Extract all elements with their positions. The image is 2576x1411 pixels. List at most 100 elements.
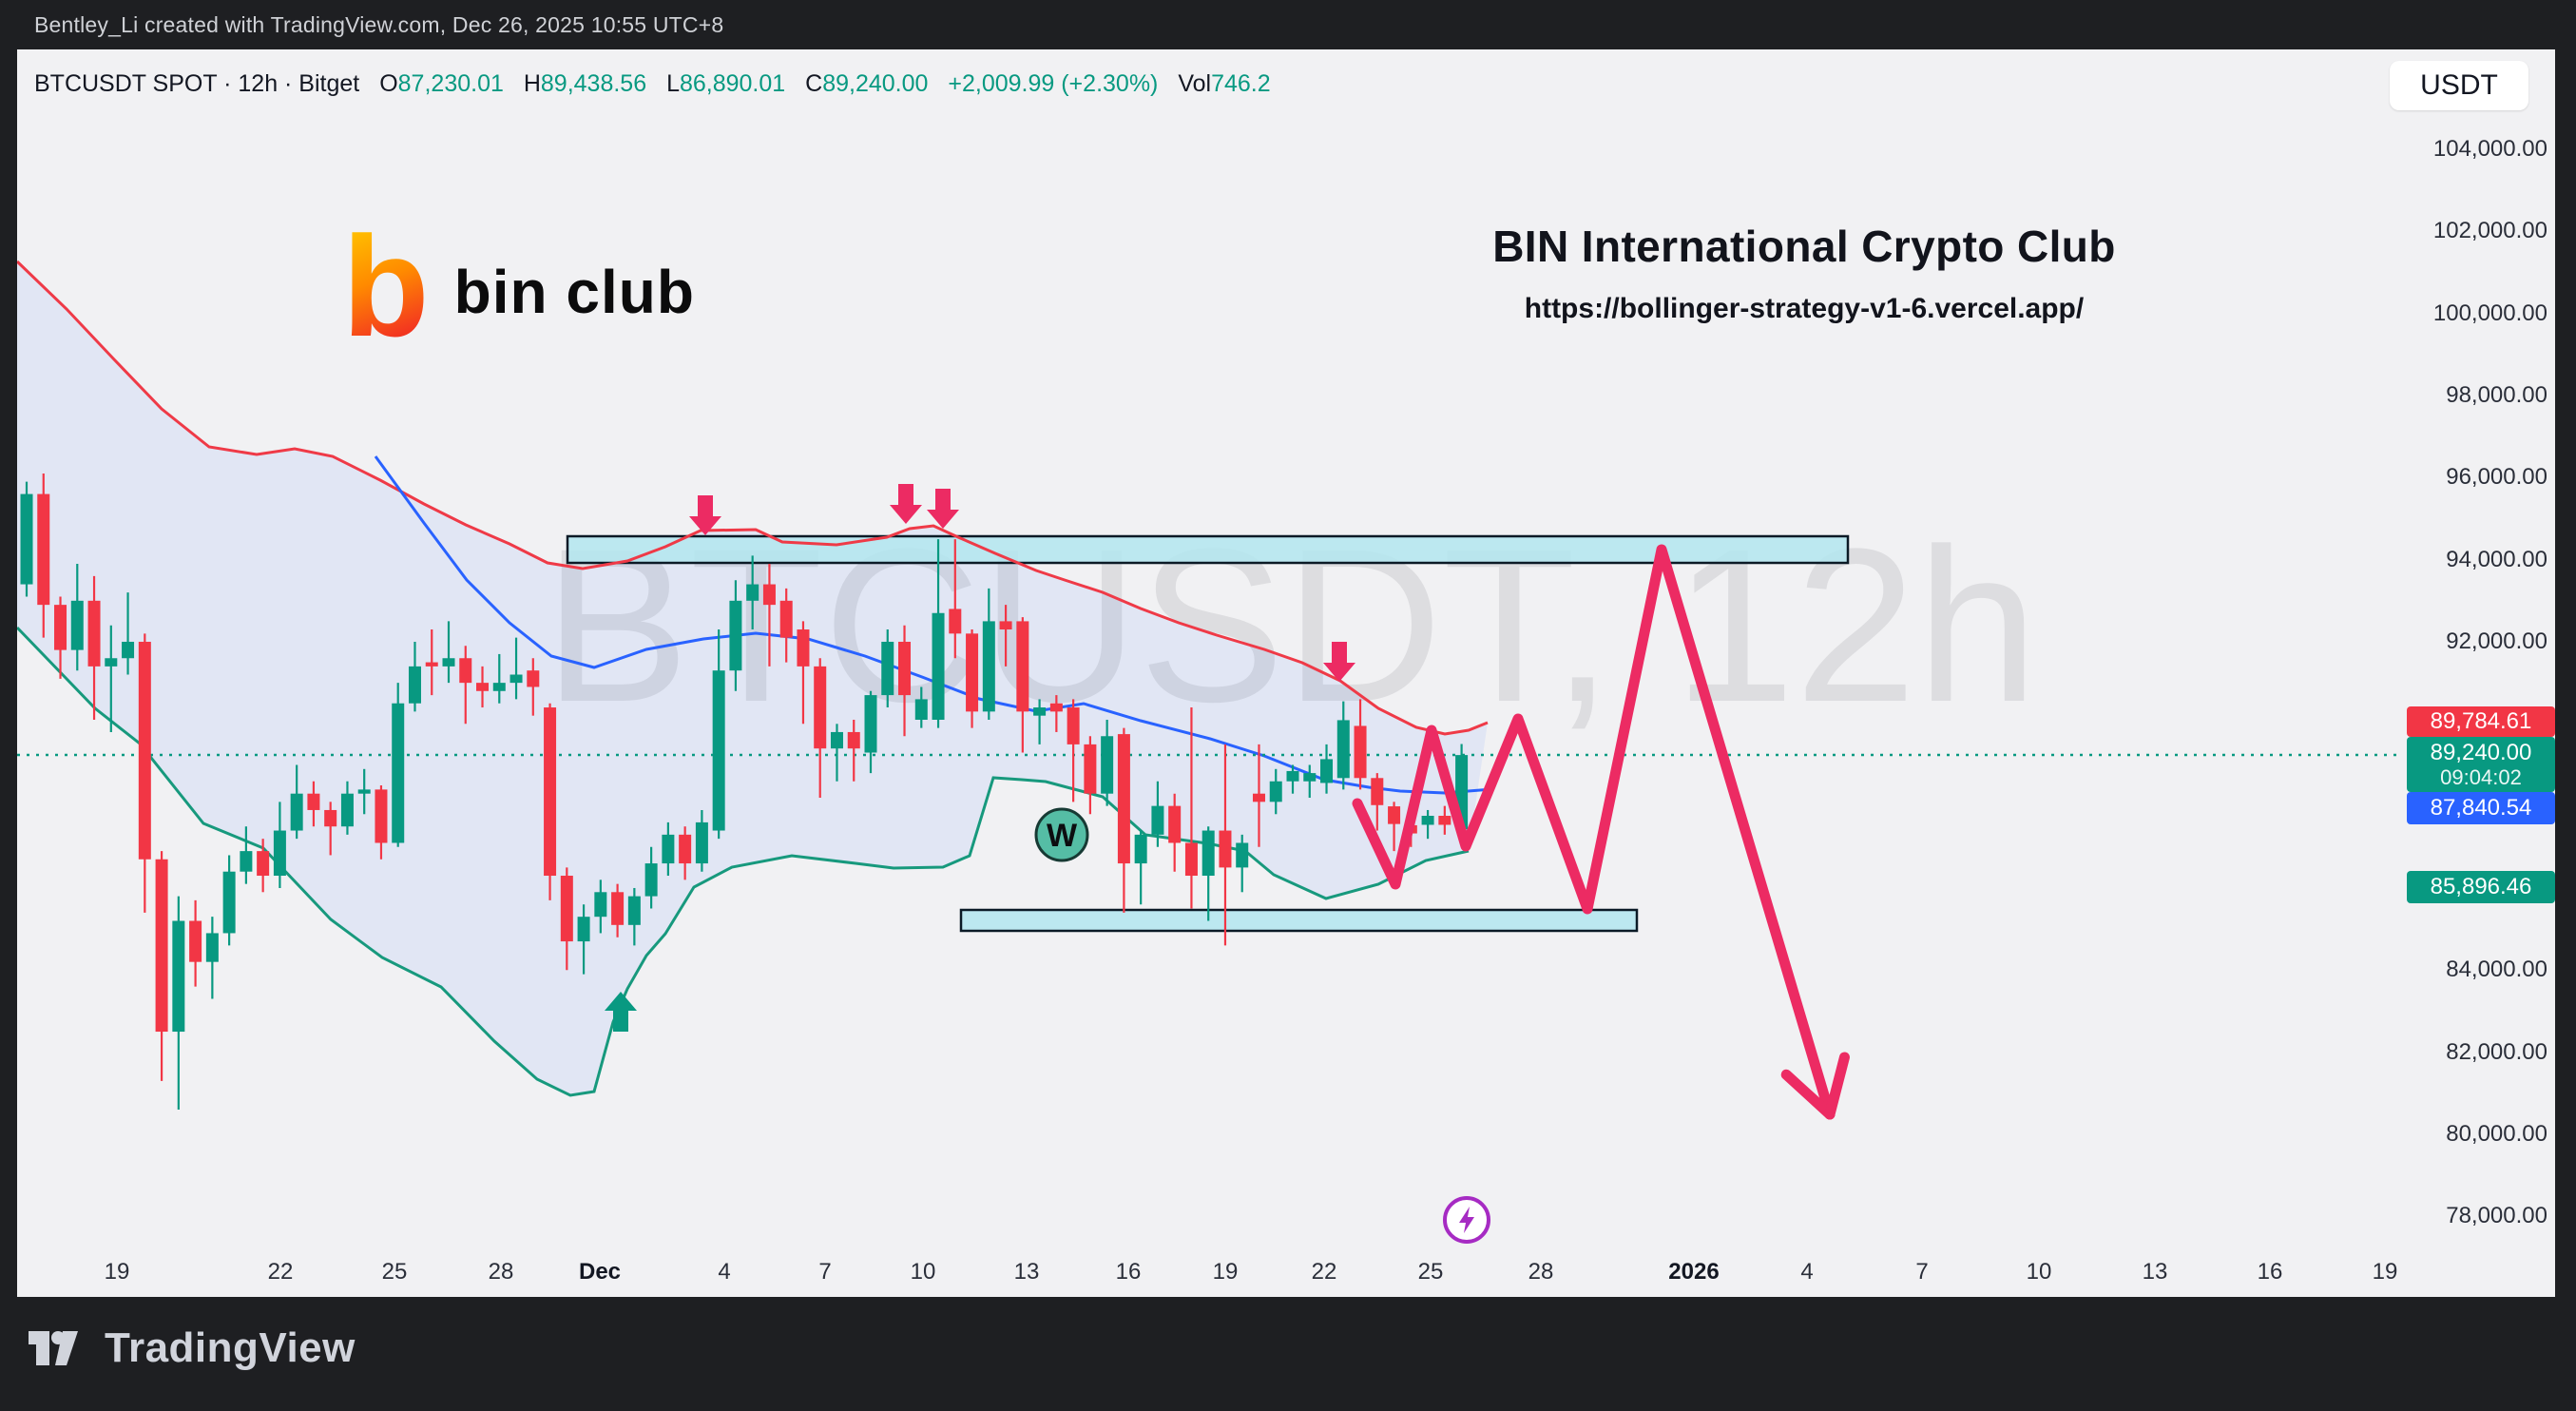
- candle-body: [1101, 736, 1114, 794]
- candle-body: [1084, 744, 1097, 794]
- tradingview-icon: [29, 1331, 78, 1365]
- bollinger-upper-line: [17, 260, 1489, 736]
- candle-body: [189, 920, 202, 962]
- tradingview-logo[interactable]: TradingView: [29, 1324, 356, 1373]
- candle-body: [1016, 621, 1029, 712]
- candle-body: [1236, 842, 1249, 868]
- candle-body: [999, 621, 1012, 630]
- projection-arrowhead: [1824, 1052, 1850, 1120]
- candle-body: [273, 830, 286, 877]
- candle-body: [1388, 806, 1401, 824]
- candle-body: [560, 876, 573, 942]
- time-axis-label: 22: [1311, 1259, 1337, 1285]
- bar-countdown: 09:04:02: [2440, 765, 2522, 790]
- buy-signal-arrow-icon: [605, 992, 637, 1032]
- time-axis-label: 25: [1417, 1259, 1444, 1285]
- price-axis-label: 96,000.00: [2446, 464, 2547, 491]
- time-axis-label: 28: [488, 1259, 514, 1285]
- candle-body: [594, 892, 607, 918]
- candle-body: [37, 493, 50, 606]
- candle-body: [87, 600, 101, 667]
- candle-body: [340, 793, 354, 827]
- club-url: https://bollinger-strategy-v1-6.vercel.a…: [1524, 293, 2085, 324]
- time-axis-label: 19: [1212, 1259, 1239, 1285]
- price-axis[interactable]: 104,000.00 102,000.00 100,000.00 98,000.00 9…: [2384, 49, 2555, 1297]
- bin-club-logo-text: bin club: [453, 258, 695, 326]
- candle-body: [1320, 759, 1334, 783]
- candle-body: [1269, 781, 1282, 802]
- chart-area[interactable]: BTCUSDT, 12h W BTCUSDT SPOT · 12h · Bitge…: [17, 49, 2555, 1297]
- sell-signal-arrow-icon: [927, 489, 959, 529]
- candle-body: [1134, 834, 1147, 864]
- candle-body: [1184, 842, 1198, 877]
- ohlc-open: O87,230.01: [379, 70, 504, 97]
- candle-body: [797, 629, 810, 667]
- candle-body: [966, 633, 979, 712]
- candle-body: [830, 731, 843, 749]
- candle-body: [240, 851, 253, 872]
- projection-zigzag: [1352, 544, 1836, 1120]
- candle-body: [914, 699, 928, 720]
- candle-body: [746, 584, 759, 601]
- club-title: BIN International Crypto Club: [1492, 222, 2116, 271]
- time-axis-label: 4: [718, 1259, 731, 1285]
- candle-body: [627, 896, 641, 925]
- sell-signal-arrow-icon: [1323, 642, 1355, 682]
- candle-body: [20, 493, 33, 585]
- candle-body: [881, 641, 894, 696]
- time-axis[interactable]: 19 22 25 28 Dec 4 7 10 13 16 19 22 25 28 2026 4 7 10 13 16 1…: [17, 1246, 2555, 1297]
- candle-body: [492, 683, 506, 691]
- support-zone: [959, 908, 1639, 933]
- candle-body: [949, 609, 962, 634]
- candle-body: [307, 793, 320, 810]
- price-axis-label: 82,000.00: [2446, 1038, 2547, 1065]
- tradingview-wordmark: TradingView: [105, 1324, 356, 1371]
- time-axis-label: 7: [818, 1259, 832, 1285]
- candle-body: [898, 641, 912, 696]
- candle-body: [375, 789, 388, 843]
- candle-body: [644, 863, 658, 897]
- bin-club-logo: b bin club: [342, 215, 695, 363]
- candle-body: [729, 600, 742, 671]
- symbol-title[interactable]: BTCUSDT SPOT · 12h · Bitget: [34, 70, 360, 97]
- price-axis-label: 100,000.00: [2432, 300, 2547, 326]
- candle-body: [257, 851, 270, 877]
- candle-body: [779, 600, 793, 638]
- bollinger-basis-line: [374, 455, 1493, 795]
- candle-body: [695, 821, 708, 864]
- candle-body: [1033, 707, 1047, 716]
- candle-body: [1151, 805, 1164, 835]
- candle-body: [408, 666, 421, 704]
- last-price-tag: 89,240.00 09:04:02: [2407, 737, 2555, 792]
- candle-body: [222, 871, 236, 934]
- time-axis-label: 19: [2372, 1259, 2398, 1285]
- candle-body: [122, 641, 135, 659]
- candle-body: [1286, 770, 1299, 782]
- time-axis-label: 16: [2257, 1259, 2283, 1285]
- candle-body: [577, 917, 590, 942]
- footer-bar: TradingView: [0, 1297, 2576, 1411]
- lightning-bolt-icon: [1459, 1207, 1474, 1233]
- time-axis-label: 19: [104, 1259, 130, 1285]
- bin-club-logo-icon: b: [342, 206, 430, 366]
- candle-body: [1438, 815, 1451, 825]
- candle-body: [1371, 778, 1384, 805]
- currency-toggle-button[interactable]: USDT: [2390, 61, 2528, 110]
- time-axis-label: 13: [2142, 1259, 2168, 1285]
- ohlc-low: L86,890.01: [666, 70, 786, 97]
- price-axis-label: 80,000.00: [2446, 1120, 2547, 1147]
- time-axis-label: 2026: [1668, 1259, 1720, 1285]
- candle-body: [105, 658, 118, 667]
- candle-body: [357, 789, 371, 794]
- w-pattern-label: W: [1047, 818, 1078, 854]
- time-axis-label: 4: [1800, 1259, 1814, 1285]
- candle-body: [1252, 793, 1265, 802]
- candle-body: [982, 621, 995, 712]
- price-axis-label: 92,000.00: [2446, 628, 2547, 654]
- time-axis-label: 25: [381, 1259, 408, 1285]
- candle-body: [442, 658, 455, 667]
- candle-body: [847, 731, 860, 749]
- candle-body: [1336, 720, 1350, 779]
